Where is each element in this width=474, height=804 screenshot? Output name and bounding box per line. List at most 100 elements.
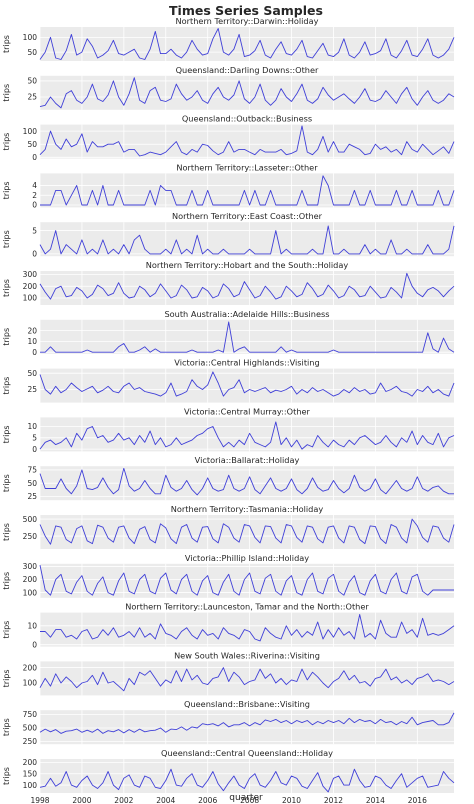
panel-title: Victoria::Central Highlands::Visiting: [174, 358, 319, 368]
y-tick-label: 250: [23, 737, 38, 746]
y-tick-label: 0: [32, 640, 37, 649]
panel-background: [40, 612, 454, 647]
panel-background: [40, 710, 454, 745]
panel-background: [40, 563, 454, 598]
y-axis-label: trips: [2, 230, 11, 248]
x-tick-label: 2010: [282, 796, 301, 804]
y-tick-label: 0: [32, 153, 37, 162]
y-tick-label: 100: [23, 679, 38, 688]
series-line: [39, 421, 455, 450]
y-axis-label: trips: [2, 621, 11, 639]
y-tick-label: 10: [27, 422, 37, 431]
panel-title: Victoria::Phillip Island::Holiday: [185, 553, 309, 563]
series-line: [39, 272, 455, 300]
panel-title: Queensland::Darling Downs::Other: [176, 65, 319, 75]
series-line: [39, 768, 455, 793]
series-line: [40, 175, 455, 206]
y-axis-label: trips: [2, 279, 11, 297]
y-tick-label: 75: [27, 466, 37, 475]
series-line: [39, 371, 455, 397]
x-tick-label: 1998: [30, 796, 49, 804]
panel: Northern Territory::Launceston, Tamar an…: [2, 602, 455, 649]
y-tick-label: 50: [27, 77, 37, 86]
series-line: [39, 467, 454, 496]
panel-title: Queensland::Brisbane::Visiting: [184, 699, 310, 709]
y-tick-label: 50: [27, 48, 37, 57]
y-axis-label: trips: [2, 718, 11, 736]
y-tick-label: 750: [23, 710, 38, 719]
series-line: [39, 712, 455, 734]
y-tick-label: 150: [23, 769, 38, 778]
panel-background: [40, 368, 454, 403]
y-axis-label: trips: [2, 35, 11, 53]
y-axis-label: trips: [2, 669, 11, 687]
x-axis: 1998 2000 2002 2004 2006 2008 2010 2012 2014 2016: [30, 796, 427, 804]
panel-title: South Australia::Adelaide Hills::Busines…: [164, 309, 329, 319]
y-tick-label: 300: [23, 562, 38, 571]
panel-title: Northern Territory::Tasmania::Holiday: [171, 504, 324, 514]
y-axis-label: trips: [2, 767, 11, 785]
panel-title: Northern Territory::Hobart and the South…: [146, 260, 349, 270]
panel-background: [40, 759, 454, 793]
x-tick-label: 2008: [240, 796, 259, 804]
x-tick-label: 2006: [198, 796, 217, 804]
series-line: [39, 667, 455, 692]
series-line: [39, 565, 454, 596]
panel-title: New South Wales::Riverina::Visiting: [174, 650, 320, 660]
y-tick-label: 25: [27, 385, 37, 394]
y-tick-label: 200: [23, 575, 38, 584]
y-tick-label: 5: [32, 434, 37, 443]
y-tick-label: 100: [23, 781, 38, 790]
panel-background: [40, 222, 454, 257]
y-tick-label: 50: [27, 140, 37, 149]
panel-background: [40, 319, 454, 354]
panel-background: [40, 515, 454, 549]
y-tick-label: 4: [32, 181, 37, 190]
panel-title: Queensland::Outback::Business: [182, 114, 312, 124]
panel-title: Queensland::Central Queensland::Holiday: [161, 748, 333, 758]
series-line: [40, 321, 455, 353]
y-tick-label: 500: [23, 515, 38, 524]
series-line: [40, 614, 455, 642]
y-axis-label: trips: [2, 328, 11, 346]
y-tick-label: 0: [32, 201, 37, 210]
x-tick-label: 2014: [366, 796, 385, 804]
panels: Northern Territory::Darwin::Holiday50100…: [2, 16, 455, 793]
panel-title: Northern Territory::Lasseter::Other: [176, 162, 318, 172]
y-axis-label: trips: [2, 181, 11, 199]
panel-background: [40, 173, 454, 208]
y-tick-label: 25: [27, 492, 37, 501]
series-line: [39, 77, 455, 109]
panel-title: Northern Territory::Darwin::Holiday: [176, 16, 319, 26]
x-tick-label: 2016: [408, 796, 427, 804]
panel: Northern Territory::Hobart and the South…: [2, 260, 455, 305]
panel-background: [40, 27, 454, 61]
panel: Northern Territory::Tasmania::Holiday250…: [2, 504, 455, 549]
y-tick-label: 100: [23, 33, 38, 42]
series-line: [39, 125, 455, 157]
x-tick-label: 2000: [72, 796, 91, 804]
y-tick-label: 100: [23, 588, 38, 597]
y-tick-label: 10: [27, 337, 37, 346]
y-axis-label: trips: [2, 133, 11, 151]
series-line: [39, 518, 455, 545]
panel-title: Victoria::Central Murray::Other: [184, 406, 311, 416]
y-axis-label: trips: [2, 425, 11, 443]
x-tick-label: 2012: [324, 796, 343, 804]
y-tick-label: 500: [23, 724, 38, 733]
y-axis-label: trips: [2, 474, 11, 492]
y-tick-label: 2: [32, 191, 37, 200]
y-tick-label: 0: [32, 250, 37, 259]
y-tick-label: 200: [23, 758, 38, 767]
panel-background: [40, 124, 454, 159]
panel-title: Northern Territory::Launceston, Tamar an…: [125, 602, 369, 612]
panel: South Australia::Adelaide Hills::Busines…: [2, 309, 455, 357]
